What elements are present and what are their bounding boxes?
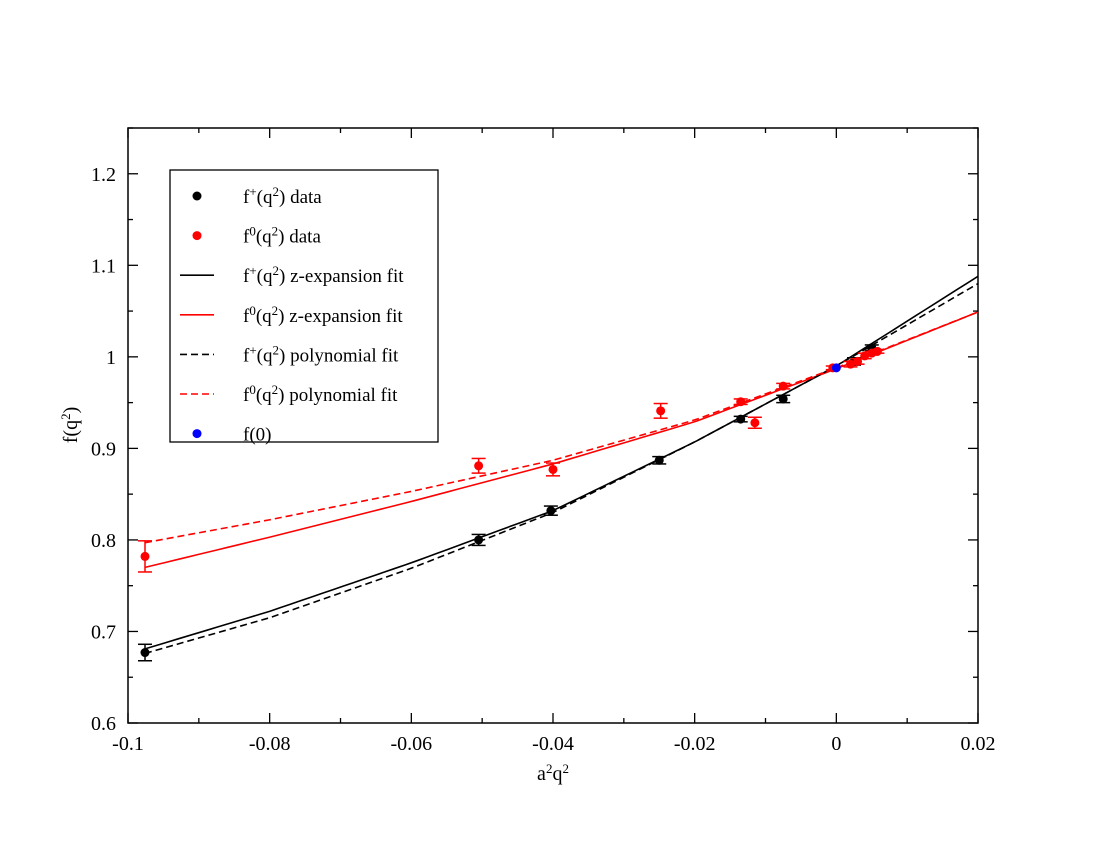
data-point: [474, 461, 484, 471]
y-tick-label: 0.9: [91, 438, 116, 460]
data-point: [736, 397, 746, 407]
data-point: [474, 535, 484, 545]
legend-label-part: +: [249, 184, 256, 199]
legend-label-part: 2: [273, 263, 280, 278]
y-tick-label: 1.1: [91, 255, 116, 277]
x-tick-label: -0.1: [112, 733, 144, 755]
legend-label-part: (q: [256, 306, 272, 327]
legend-label: f+(q2) z-expansion fit: [243, 263, 404, 288]
legend-label: f0(q2) polynomial fit: [243, 382, 398, 407]
data-point: [654, 455, 664, 465]
x-tick-label: 0: [831, 733, 841, 755]
y-tick-label: 1.2: [91, 164, 116, 186]
y-tick-label: 1: [106, 347, 116, 369]
legend-label-part: 2: [273, 342, 280, 357]
legend-label-part: 0: [249, 223, 256, 238]
x-tick-label: 0.02: [961, 733, 996, 755]
legend-label-part: ) polynomial fit: [278, 385, 398, 406]
legend-label-part: ) data: [279, 187, 322, 208]
legend-box: [169, 169, 439, 443]
legend-label-part: f: [243, 266, 250, 287]
x-tick-label: -0.04: [532, 733, 574, 755]
y-tick-label: 0.7: [91, 621, 116, 643]
legend-label-part: ) data: [278, 227, 321, 248]
axis-ticks: -0.1 -0.08 -0.06 -0.04 -0.02 0 0.02 0.6 0.7 0.8 0.…: [91, 127, 996, 755]
legend-label-part: ) z-expansion fit: [279, 266, 404, 287]
legend-label-part: f: [243, 187, 250, 208]
data-point: [546, 506, 556, 516]
legend-marker: [192, 231, 202, 241]
x-tick-label: -0.06: [390, 733, 432, 755]
legend-label-part: 0: [249, 382, 256, 397]
legend-marker: [192, 429, 202, 439]
plot-content: [138, 275, 979, 662]
legend-label: f(0): [243, 425, 271, 446]
x-axis-label: a2q2: [537, 761, 569, 786]
x-tick-label: -0.02: [674, 733, 716, 755]
data-point: [548, 464, 558, 474]
legend-label-part: f: [243, 227, 250, 248]
legend-label-part: (q: [256, 227, 272, 248]
legend-label-part: 2: [273, 184, 280, 199]
legend-label-part: 2: [272, 302, 279, 317]
legend-label-part: 2: [272, 382, 279, 397]
y-tick-label: 0.8: [91, 530, 116, 552]
data-point: [750, 418, 760, 428]
data-point: [736, 414, 746, 424]
y-axis-label: f(q2): [58, 407, 83, 444]
legend-label: f+(q2) polynomial fit: [243, 342, 399, 367]
legend-label-part: f: [243, 345, 250, 366]
legend-label-part: f: [243, 385, 250, 406]
data-point: [872, 346, 882, 356]
data-point: [831, 363, 841, 373]
legend-label-part: f(0): [243, 425, 271, 446]
series-line: [144, 282, 979, 655]
legend-label-part: 0: [249, 302, 256, 317]
legend-label-part: ) polynomial fit: [279, 345, 399, 366]
legend-label-part: (q: [257, 266, 273, 287]
data-point: [778, 381, 788, 391]
legend-label-part: (q: [257, 345, 273, 366]
data-point: [656, 406, 666, 416]
legend-label-part: f: [243, 306, 250, 327]
x-tick-label: -0.08: [249, 733, 291, 755]
legend-label-part: +: [249, 263, 256, 278]
legend-label: f0(q2) data: [243, 223, 321, 248]
data-point: [860, 351, 870, 361]
legend-label: f0(q2) z-expansion fit: [243, 302, 403, 327]
legend-label-part: (q: [257, 187, 273, 208]
data-point: [778, 394, 788, 404]
legend-marker: [192, 191, 202, 201]
data-point: [140, 551, 150, 561]
legend-label-part: ) z-expansion fit: [278, 306, 403, 327]
legend-label-part: (q: [256, 385, 272, 406]
data-point: [846, 359, 855, 369]
data-point: [140, 648, 150, 658]
legend-label-part: 2: [272, 223, 279, 238]
legend-label-part: +: [249, 342, 256, 357]
y-tick-label: 0.6: [91, 713, 116, 735]
legend-label: f+(q2) data: [243, 184, 322, 209]
